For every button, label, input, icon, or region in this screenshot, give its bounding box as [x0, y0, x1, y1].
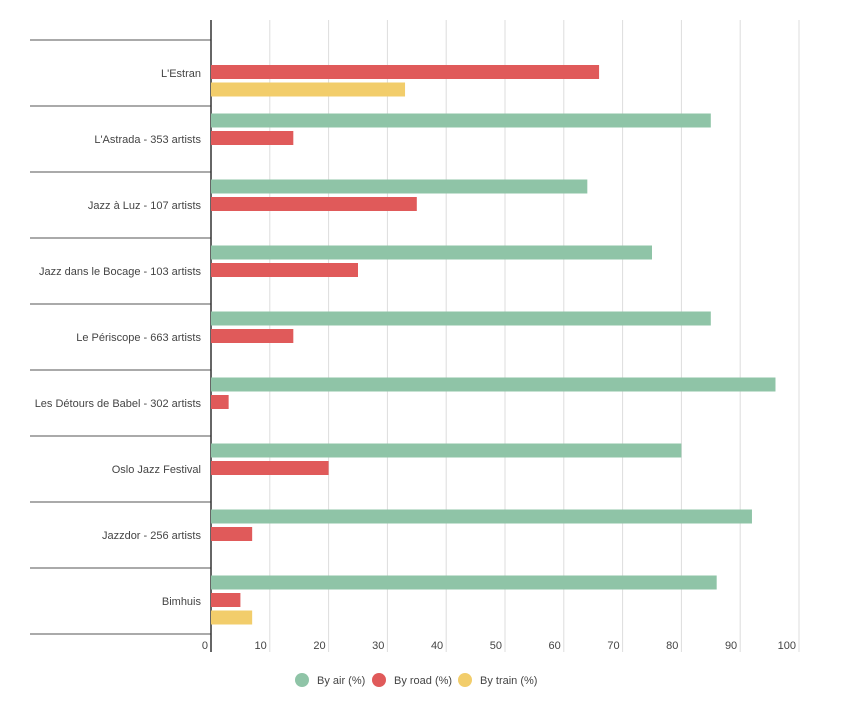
x-tick-label: 40 — [431, 640, 443, 652]
category-label: Bimhuis — [162, 596, 202, 608]
x-tick-label: 20 — [313, 640, 325, 652]
x-tick-label: 0 — [202, 640, 208, 652]
bar — [211, 113, 711, 128]
x-tick-label: 70 — [607, 640, 619, 652]
bar — [211, 179, 588, 194]
category-label: L'Astrada - 353 artists — [94, 134, 201, 146]
bar — [211, 65, 600, 79]
legend: By air (%) By road (%) By train (%) — [295, 673, 537, 687]
x-tick-labels: 0 10 20 30 40 50 60 70 80 90 100 — [202, 640, 796, 652]
bar — [211, 610, 253, 625]
bar — [211, 311, 711, 326]
category-label: Le Périscope - 663 artists — [76, 332, 201, 344]
bar — [211, 527, 253, 541]
bar — [211, 329, 294, 343]
legend-label: By air (%) — [317, 675, 365, 687]
bar — [211, 509, 752, 524]
legend-item: By air (%) — [295, 673, 365, 687]
legend-label: By train (%) — [480, 675, 537, 687]
category-label: Les Détours de Babel - 302 artists — [35, 398, 202, 410]
legend-swatch — [372, 673, 386, 687]
bar — [211, 575, 717, 590]
x-tick-label: 30 — [372, 640, 384, 652]
category-label: Jazzdor - 256 artists — [102, 530, 202, 542]
x-tick-label: 60 — [549, 640, 561, 652]
legend-swatch — [458, 673, 472, 687]
x-tick-label: 100 — [778, 640, 796, 652]
bar — [211, 245, 652, 260]
bar — [211, 82, 406, 97]
category-label: Jazz dans le Bocage - 103 artists — [39, 266, 202, 278]
x-tick-label: 90 — [725, 640, 737, 652]
category-label: Jazz à Luz - 107 artists — [88, 200, 202, 212]
x-tick-label: 50 — [490, 640, 502, 652]
bars — [211, 65, 776, 625]
bar — [211, 197, 417, 211]
bar — [211, 377, 776, 392]
bar — [211, 263, 358, 277]
bar — [211, 443, 682, 458]
legend-item: By road (%) — [372, 673, 452, 687]
x-tick-label: 80 — [666, 640, 678, 652]
bar — [211, 395, 229, 409]
bar — [211, 593, 241, 607]
legend-label: By road (%) — [394, 675, 452, 687]
legend-item: By train (%) — [458, 673, 537, 687]
category-label: Oslo Jazz Festival — [112, 464, 201, 476]
legend-swatch — [295, 673, 309, 687]
bar — [211, 461, 329, 475]
category-labels: L'Estran L'Astrada - 353 artists Jazz à Lu… — [35, 68, 202, 608]
bar — [211, 131, 294, 145]
category-label: L'Estran — [161, 68, 201, 80]
x-tick-label: 10 — [255, 640, 267, 652]
